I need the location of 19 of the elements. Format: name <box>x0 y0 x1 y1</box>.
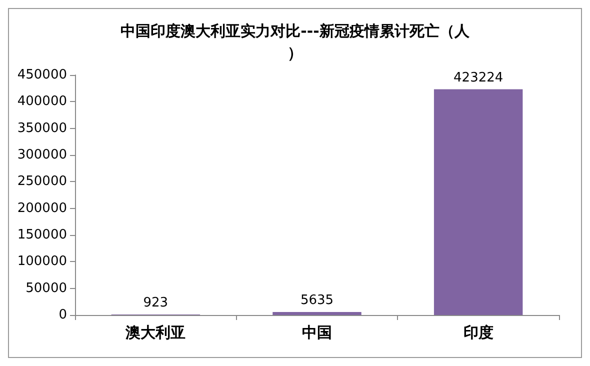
data-label: 423224 <box>454 70 504 86</box>
bar <box>434 89 523 315</box>
y-tick-label: 400000 <box>17 94 67 110</box>
y-tick-label: 450000 <box>17 68 67 82</box>
data-label: 5635 <box>300 292 334 308</box>
chart-title: 中国印度澳大利亚实力对比---新冠疫情累计死亡（人） <box>120 22 470 62</box>
y-tick-label: 350000 <box>17 120 67 136</box>
y-tick-label: 250000 <box>17 174 67 190</box>
bar <box>272 312 362 315</box>
x-tick-label: 印度 <box>463 324 494 342</box>
y-tick-label: 100000 <box>17 254 67 270</box>
x-tick-label: 澳大利亚 <box>124 324 186 342</box>
x-tick-label: 中国 <box>302 324 332 342</box>
y-tick-label: 300000 <box>17 148 67 162</box>
y-tick-label: 150000 <box>17 228 67 242</box>
y-tick-label: 0 <box>58 308 67 322</box>
y-tick-label: 200000 <box>17 200 67 216</box>
y-tick-label: 50000 <box>26 280 67 296</box>
data-label: 923 <box>143 296 168 311</box>
